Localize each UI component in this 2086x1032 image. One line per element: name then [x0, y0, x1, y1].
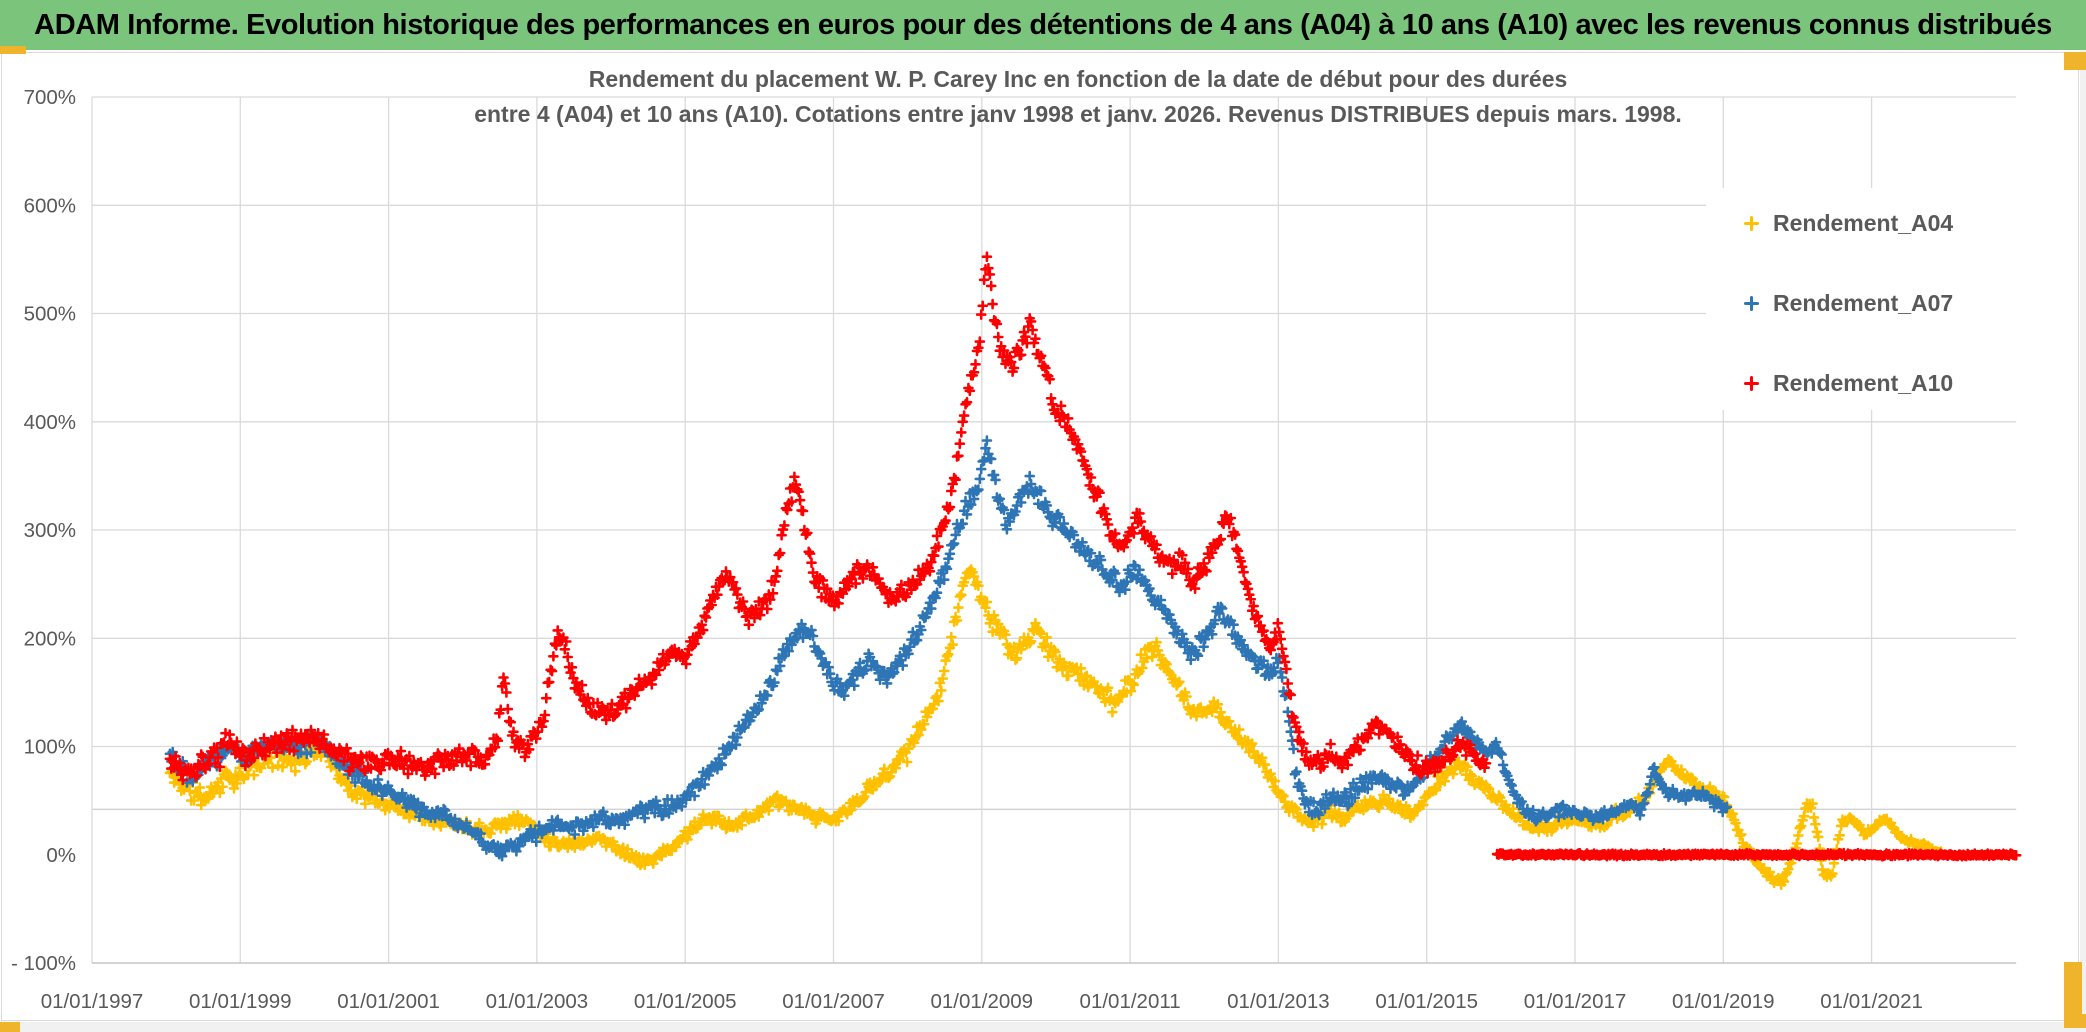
- x-tick-label: 01/01/2007: [782, 990, 885, 1013]
- legend-label: Rendement_A10: [1773, 369, 1954, 396]
- y-tick-label: 100%: [24, 736, 76, 759]
- gold-accent-bottom-left: [0, 1022, 20, 1032]
- x-tick-label: 01/01/2021: [1820, 990, 1923, 1013]
- y-tick-label: 500%: [24, 303, 76, 326]
- x-tick-label: 01/01/1997: [41, 990, 144, 1013]
- y-tick-label: - 100%: [11, 952, 76, 975]
- y-tick-label: 300%: [24, 519, 76, 542]
- x-tick-label: 01/01/1999: [189, 990, 292, 1013]
- y-tick-label: 0%: [46, 844, 76, 867]
- legend-item-a10: Rendement_A10: [1744, 368, 2018, 398]
- legend-label: Rendement_A04: [1773, 209, 1954, 236]
- gold-accent-top-right: [2064, 52, 2086, 70]
- y-tick-label: 600%: [24, 194, 76, 217]
- x-tick-label: 01/01/2015: [1375, 990, 1478, 1013]
- plus-marker-icon: [1744, 295, 1759, 311]
- page-margin-right: [2080, 50, 2086, 1032]
- x-tick-label: 01/01/2011: [1080, 990, 1181, 1013]
- gold-accent-top-left: [0, 46, 26, 54]
- y-tick-label: 700%: [24, 86, 76, 109]
- x-tick-label: 01/01/2001: [337, 990, 440, 1013]
- x-tick-label: 01/01/2005: [634, 990, 737, 1013]
- axis-tick-labels: 700% 600% 500% 400% 300% 200% 100% 0% - 100% 01/0…: [11, 86, 1923, 1013]
- x-tick-label: 01/01/2009: [930, 990, 1033, 1013]
- x-tick-label: 01/01/2003: [486, 990, 589, 1013]
- series-rendement_a10: [164, 251, 2022, 862]
- y-tick-label: 400%: [24, 411, 76, 434]
- plus-marker-icon: [1744, 215, 1759, 231]
- header-title: ADAM Informe. Evolution historique des p…: [34, 8, 2052, 41]
- chart-title-line2: entre 4 (A04) et 10 ans (A10). Cotations…: [474, 101, 1682, 127]
- plus-marker-icon: [1744, 375, 1759, 391]
- chart-title: Rendement du placement W. P. Carey Inc e…: [140, 62, 2016, 132]
- legend-label: Rendement_A07: [1773, 289, 1954, 316]
- y-tick-label: 200%: [24, 627, 76, 650]
- header-banner: ADAM Informe. Evolution historique des p…: [0, 0, 2086, 50]
- legend-item-a07: Rendement_A07: [1744, 288, 2018, 318]
- page-margin-bottom: [0, 1022, 2086, 1032]
- x-tick-label: 01/01/2019: [1672, 990, 1775, 1013]
- gold-accent-bottom-right-vertical: [2064, 962, 2082, 1028]
- chart-title-line1: Rendement du placement W. P. Carey Inc e…: [588, 66, 1568, 92]
- x-tick-label: 01/01/2013: [1227, 990, 1330, 1013]
- chart-legend: Rendement_A04 Rendement_A07 Rendement_A1…: [1706, 188, 2018, 410]
- legend-item-a04: Rendement_A04: [1744, 208, 2018, 238]
- x-tick-label: 01/01/2017: [1524, 990, 1627, 1013]
- series-rendement_a04: [164, 564, 1947, 891]
- gold-accent-bottom-right-horizontal: [2064, 1014, 2086, 1028]
